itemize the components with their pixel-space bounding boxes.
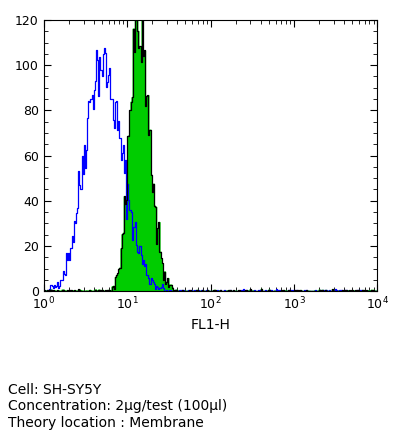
X-axis label: FL1-H: FL1-H <box>191 318 231 332</box>
Text: Cell: SH-SY5Y
Concentration: 2μg/test (100μl)
Theory location : Membrane: Cell: SH-SY5Y Concentration: 2μg/test (1… <box>8 383 227 430</box>
